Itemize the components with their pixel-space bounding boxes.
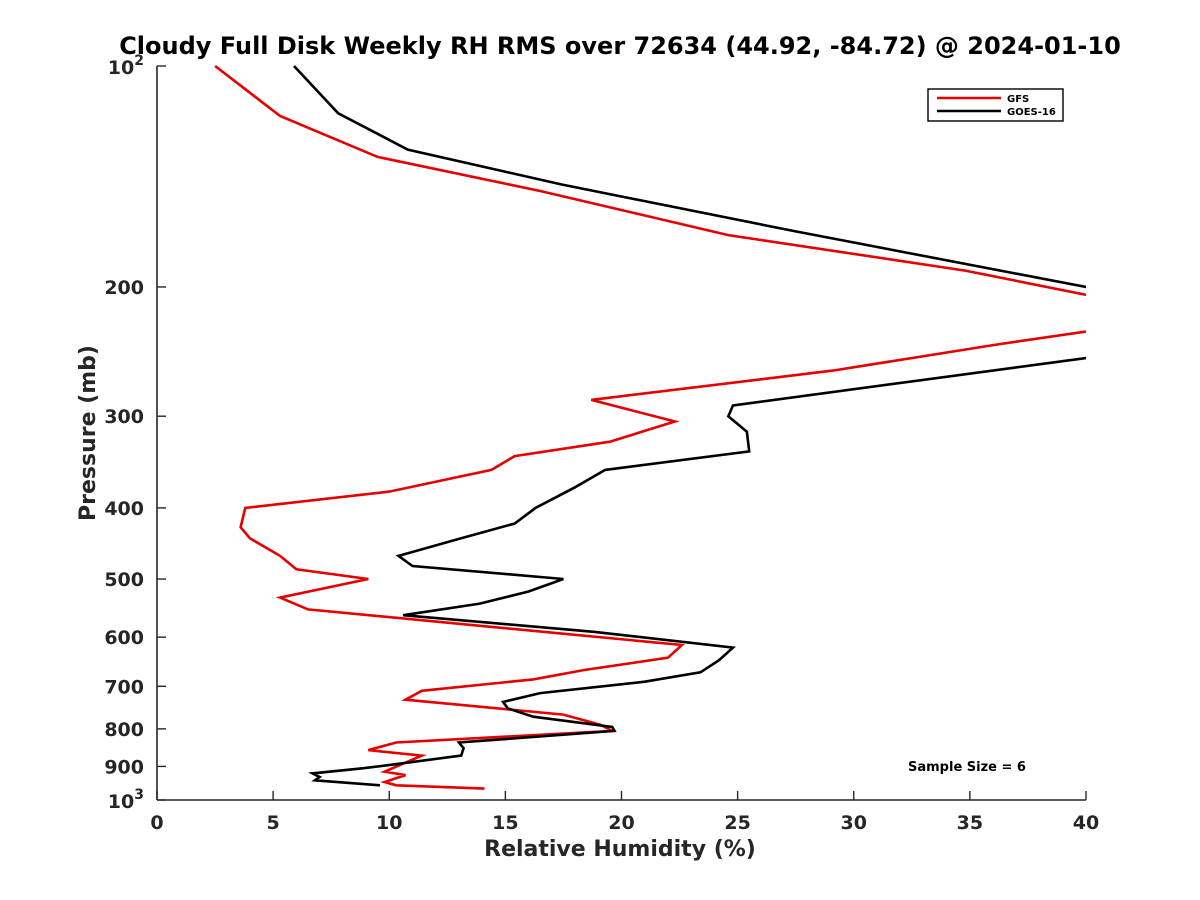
y-tick-label: 103 [108,787,144,813]
y-tick-label: 600 [104,627,144,649]
y-tick-label: 700 [104,676,144,698]
series-line-goes-16-lower [308,356,1086,787]
y-tick-label: 400 [104,498,144,520]
x-tick-label: 30 [841,812,867,834]
x-tick-label: 15 [492,812,518,834]
sample-size-annotation: Sample Size = 6 [908,760,1026,775]
x-tick-label: 5 [267,812,280,834]
y-tick-label: 300 [104,406,144,428]
x-tick-label: 20 [608,812,634,834]
y-tick-label: 800 [104,719,144,741]
series-line-goes-16-upper [293,65,1086,289]
y-tick-label: 500 [104,569,144,591]
plot-area [214,64,1086,790]
x-tick-label: 10 [376,812,402,834]
legend-box [927,88,1064,122]
y-axis-label: Pressure (mb) [76,345,101,521]
y-tick-label: 900 [104,756,144,778]
axes: 0 5 10 15 20 25 30 35 40 102 200 300 400 500 600 700 800… [104,53,1099,834]
x-tick-label: 40 [1073,812,1099,834]
x-tick-label: 35 [957,812,983,834]
y-tick-label: 102 [108,53,144,79]
legend-label-goes-16: GOES-16 [1007,107,1056,118]
chart-title: Cloudy Full Disk Weekly RH RMS over 7263… [119,32,1121,60]
legend: GFS GOES-16 [927,88,1064,122]
series-line-gfs-upper [214,64,1086,297]
x-tick-label: 0 [150,812,163,834]
legend-label-gfs: GFS [1007,94,1029,105]
x-axis-label: Relative Humidity (%) [484,837,756,862]
x-tick-label: 25 [724,812,750,834]
y-tick-label: 200 [104,277,144,299]
series-line-gfs-lower [239,330,1086,790]
